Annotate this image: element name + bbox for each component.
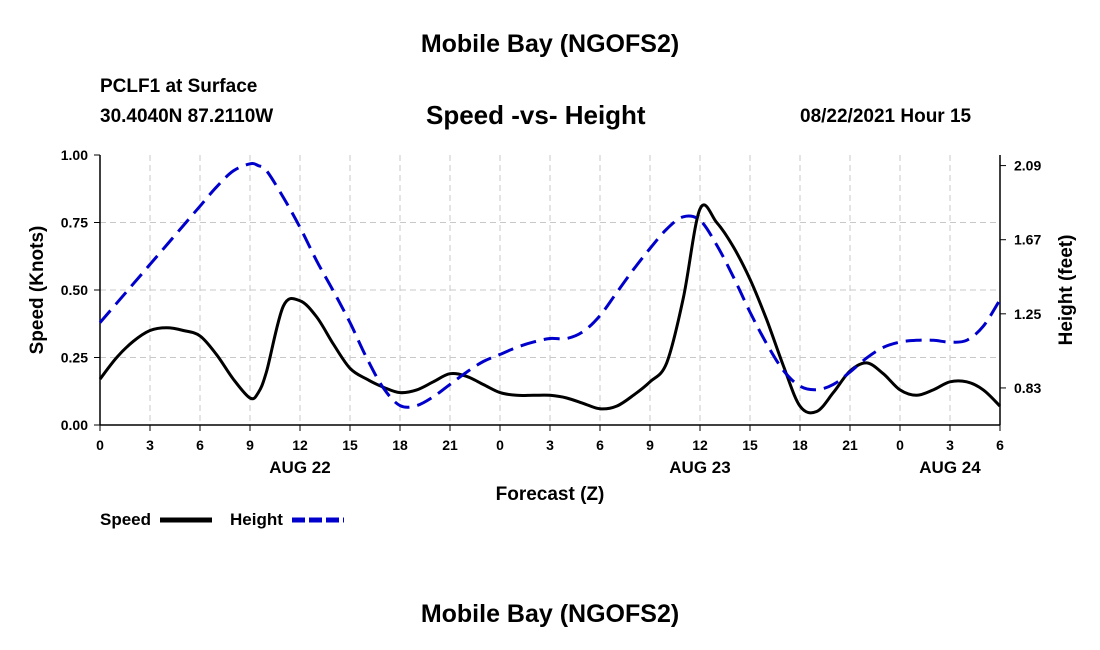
x-tick-label: 9 — [246, 437, 254, 453]
height-series-line — [98, 162, 1002, 409]
x-tick-label: 18 — [792, 437, 808, 453]
x-tick-label: 6 — [996, 437, 1004, 453]
y-axis-label: Speed (Knots) — [27, 226, 48, 355]
y2-axis-label: Height (feet) — [1056, 235, 1077, 346]
y2-tick-label: 1.67 — [1014, 232, 1041, 248]
date-label: AUG 24 — [919, 458, 981, 477]
grid-lines — [100, 155, 1000, 425]
y-tick-label: 0.50 — [61, 282, 88, 298]
y2-tick-label: 0.83 — [1014, 380, 1041, 396]
x-tick-label: 15 — [342, 437, 358, 453]
y-tick-label: 1.00 — [61, 147, 88, 163]
x-tick-label: 12 — [692, 437, 708, 453]
station-label: PCLF1 at Surface — [100, 76, 258, 97]
station-coordinates: 30.4040N 87.2110W — [100, 106, 274, 127]
y-tick-label: 0.75 — [61, 215, 88, 231]
series-layer — [98, 162, 1002, 415]
x-tick-label: 3 — [946, 437, 954, 453]
x-tick-label: 0 — [496, 437, 504, 453]
x-tick-label: 3 — [546, 437, 554, 453]
x-tick-label: 6 — [196, 437, 204, 453]
legend-label-height: Height — [230, 510, 283, 529]
x-tick-label: 12 — [292, 437, 308, 453]
x-tick-label: 21 — [842, 437, 858, 453]
x-tick-label: 18 — [392, 437, 408, 453]
x-tick-label: 0 — [896, 437, 904, 453]
page-title: Mobile Bay (NGOFS2) — [420, 30, 680, 58]
footer-title: Mobile Bay (NGOFS2) — [420, 600, 680, 628]
x-axis-label: Forecast (Z) — [496, 484, 605, 505]
y2-tick-label: 1.25 — [1014, 306, 1041, 322]
y-tick-label: 0.25 — [61, 350, 88, 366]
x-tick-label: 0 — [96, 437, 104, 453]
x-tick-label: 15 — [742, 437, 758, 453]
x-tick-label: 3 — [146, 437, 154, 453]
x-tick-label: 9 — [646, 437, 654, 453]
forecast-datetime: 08/22/2021 Hour 15 — [800, 106, 972, 127]
x-tick-label: 6 — [596, 437, 604, 453]
axes: 0.00 0.25 0.50 0.75 1.00 0 3 6 9 12 15 18 21 0 3 6 9 12 15… — [61, 147, 1042, 477]
legend-label-speed: Speed — [100, 510, 151, 529]
y2-tick-label: 2.09 — [1014, 158, 1041, 174]
y-tick-label: 0.00 — [61, 417, 88, 433]
date-label: AUG 22 — [269, 458, 330, 477]
chart-title: Speed -vs- Height — [426, 100, 646, 130]
date-label: AUG 23 — [669, 458, 730, 477]
x-tick-label: 21 — [442, 437, 458, 453]
legend: Speed Height — [100, 510, 344, 529]
